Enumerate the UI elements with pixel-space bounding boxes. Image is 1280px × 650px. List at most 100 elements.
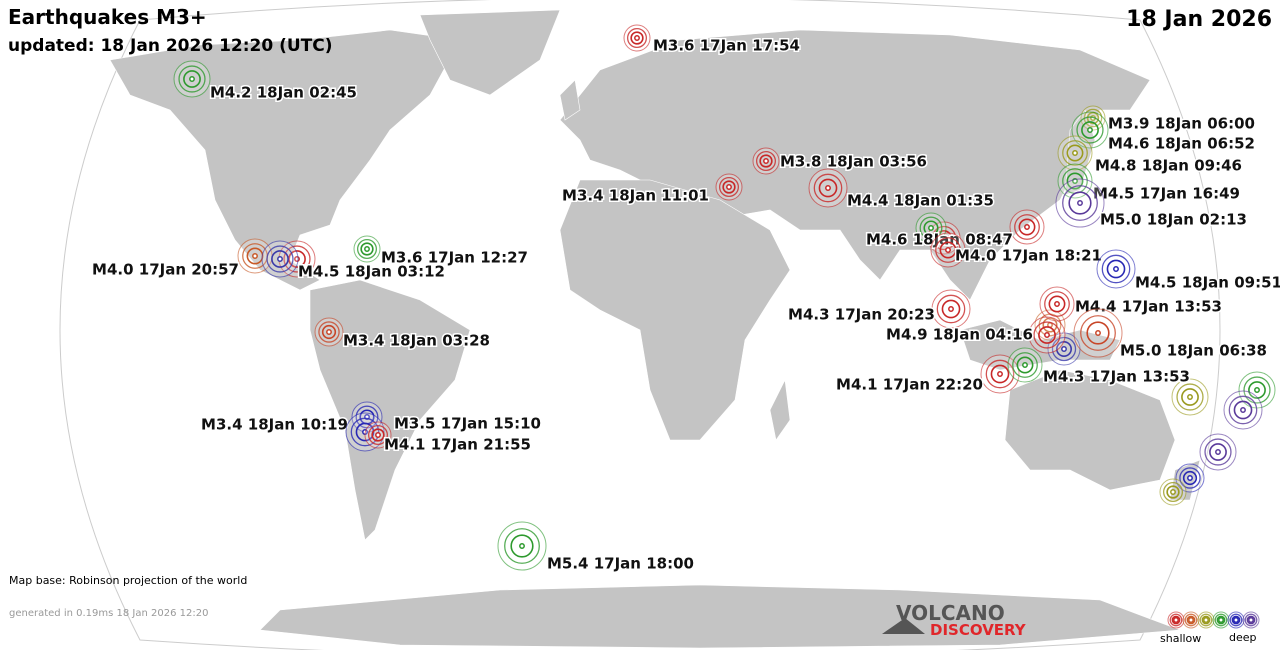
quake-label: M4.0 17Jan 18:21 bbox=[955, 247, 1102, 265]
quake-marker bbox=[1009, 209, 1045, 245]
ring bbox=[371, 428, 385, 442]
ring bbox=[1184, 613, 1198, 627]
quake-marker bbox=[1159, 478, 1187, 506]
dot bbox=[1061, 346, 1067, 352]
dot bbox=[1240, 407, 1246, 413]
dot bbox=[825, 185, 831, 191]
ring bbox=[1181, 388, 1199, 406]
ring bbox=[1062, 185, 1098, 221]
ring bbox=[1106, 259, 1126, 279]
quake-marker bbox=[314, 317, 344, 347]
ring bbox=[1044, 291, 1070, 317]
quake-marker bbox=[1007, 347, 1043, 383]
dot bbox=[1170, 489, 1176, 495]
dot bbox=[1203, 617, 1209, 623]
quake-marker bbox=[497, 521, 547, 571]
quake-label: M4.5 18Jan 09:51 bbox=[1135, 274, 1280, 292]
ring bbox=[271, 250, 289, 268]
ring bbox=[1042, 317, 1058, 333]
ring bbox=[1086, 321, 1110, 345]
ring bbox=[1062, 140, 1088, 166]
quake-marker bbox=[353, 235, 381, 263]
ring bbox=[1214, 613, 1228, 627]
ring bbox=[321, 324, 337, 340]
ring bbox=[759, 154, 773, 168]
ring bbox=[1016, 356, 1034, 374]
dot bbox=[1024, 224, 1030, 230]
quake-marker bbox=[931, 289, 971, 329]
ring bbox=[1033, 321, 1061, 349]
quake-label: M5.0 18Jan 02:13 bbox=[1100, 211, 1247, 229]
quake-label: M3.4 18Jan 11:01 bbox=[562, 187, 709, 205]
quake-marker bbox=[1238, 371, 1276, 409]
ring bbox=[1176, 383, 1204, 411]
dot bbox=[1044, 332, 1050, 338]
ring bbox=[985, 359, 1015, 389]
quake-label: M4.1 17Jan 22:20 bbox=[836, 376, 983, 394]
dot bbox=[997, 371, 1003, 377]
ring bbox=[350, 417, 380, 447]
ring bbox=[1179, 467, 1201, 489]
ring bbox=[1066, 144, 1084, 162]
quake-label: M3.4 18Jan 10:19 bbox=[201, 416, 348, 434]
dot bbox=[252, 253, 258, 259]
quake-label: M4.6 18Jan 08:47 bbox=[866, 231, 1013, 249]
quake-marker bbox=[930, 232, 966, 268]
ring bbox=[1101, 254, 1131, 284]
ring bbox=[1243, 376, 1271, 404]
ring bbox=[1080, 315, 1116, 351]
quake-marker bbox=[1073, 308, 1123, 358]
dot bbox=[189, 76, 195, 82]
dot bbox=[945, 247, 951, 253]
projection-note: Map base: Robinson projection of the wor… bbox=[9, 574, 247, 587]
ring bbox=[1231, 615, 1241, 625]
quake-label: M3.9 18Jan 06:00 bbox=[1108, 115, 1255, 133]
ring bbox=[941, 299, 961, 319]
dot bbox=[1187, 394, 1193, 400]
ring bbox=[1018, 218, 1036, 236]
ring bbox=[1068, 191, 1092, 215]
quake-marker bbox=[1055, 178, 1105, 228]
quake-marker bbox=[1197, 611, 1215, 629]
quake-label: M4.2 18Jan 02:45 bbox=[210, 84, 357, 102]
quake-marker bbox=[980, 354, 1020, 394]
dot bbox=[277, 256, 283, 262]
ring bbox=[1162, 481, 1184, 503]
quake-marker bbox=[1071, 111, 1109, 149]
ring bbox=[1048, 295, 1066, 313]
dot bbox=[1254, 387, 1260, 393]
ring bbox=[923, 220, 939, 236]
legend-shallow: shallow bbox=[1160, 632, 1201, 645]
quake-label: M4.9 18Jan 04:16 bbox=[886, 326, 1033, 344]
date: 18 Jan 2026 bbox=[1126, 7, 1272, 32]
quake-marker bbox=[623, 24, 651, 52]
quake-marker bbox=[1199, 433, 1237, 471]
quake-label: M4.6 18Jan 06:52 bbox=[1108, 135, 1255, 153]
ring bbox=[935, 237, 961, 263]
ring bbox=[1066, 172, 1084, 190]
ring bbox=[1228, 395, 1258, 425]
quake-label: M4.0 17Jan 20:57 bbox=[92, 261, 239, 279]
dot bbox=[1113, 266, 1119, 272]
logo-bottom: DISCOVERY bbox=[930, 621, 1027, 639]
dot bbox=[1233, 617, 1239, 623]
dot bbox=[1188, 617, 1194, 623]
quake-label: M3.6 17Jan 17:54 bbox=[653, 37, 800, 55]
ring bbox=[1209, 443, 1227, 461]
ring bbox=[1012, 352, 1038, 378]
dot bbox=[326, 329, 332, 335]
dot bbox=[1072, 150, 1078, 156]
ring bbox=[818, 178, 838, 198]
ring bbox=[718, 176, 740, 198]
quake-label: M4.3 17Jan 20:23 bbox=[788, 306, 935, 324]
logo-top: VOLCANO bbox=[896, 601, 1005, 625]
dot bbox=[1077, 200, 1083, 206]
quake-marker bbox=[261, 240, 299, 278]
quake-label: M4.5 18Jan 03:12 bbox=[298, 263, 445, 281]
dot bbox=[364, 246, 370, 252]
quake-label: M4.5 17Jan 16:49 bbox=[1093, 185, 1240, 203]
ring bbox=[1171, 615, 1181, 625]
dot bbox=[519, 543, 525, 549]
quake-marker bbox=[752, 147, 780, 175]
